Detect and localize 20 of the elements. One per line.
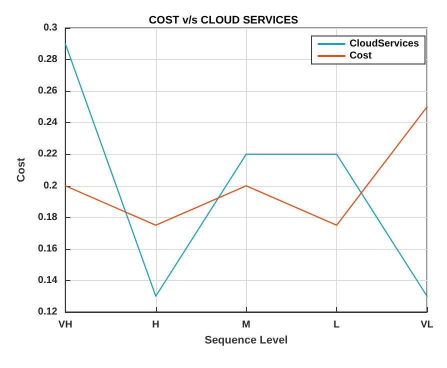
x-tick-label: VL [420, 320, 434, 330]
legend-label: Cost [350, 50, 372, 62]
x-tick-label: L [334, 320, 340, 330]
x-axis-title: Sequence Level [204, 334, 288, 346]
x-tick-label: VH [58, 320, 72, 330]
legend-label: CloudServices [350, 38, 420, 50]
x-tick-label: H [152, 320, 160, 330]
y-tick-label: 0.12 [38, 306, 58, 318]
y-tick-label: 0.22 [38, 148, 58, 160]
y-tick-label: 0.28 [38, 54, 58, 66]
y-tick-label: 0.18 [38, 212, 58, 223]
chart-title: COST v/s CLOUD SERVICES [148, 14, 298, 26]
y-tick-label: 0.24 [38, 117, 58, 128]
y-tick-label: 0.2 [43, 180, 58, 192]
x-tick-label: M [242, 320, 250, 330]
y-tick-label: 0.16 [38, 243, 58, 254]
y-tick-label: 0.14 [38, 274, 58, 286]
y-tick-label: 0.26 [38, 86, 58, 97]
y-axis-title: Cost [16, 157, 28, 182]
y-tick-label: 0.3 [43, 22, 58, 34]
